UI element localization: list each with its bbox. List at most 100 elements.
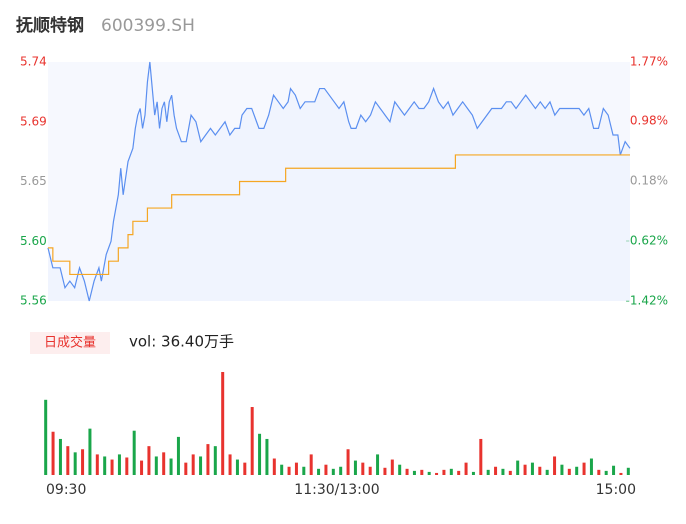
- volume-bar: [626, 467, 630, 475]
- volume-total: vol: 36.40万手: [129, 333, 234, 351]
- volume-bar: [169, 458, 173, 475]
- y-tick-label: 5.65: [20, 174, 47, 188]
- volume-bar: [81, 449, 85, 475]
- y-tick-label: 5.69: [20, 114, 47, 128]
- volume-bar: [604, 470, 608, 475]
- stock-code: 600399.SH: [101, 16, 195, 36]
- volume-bar: [258, 433, 262, 475]
- volume-bar: [390, 459, 394, 475]
- volume-bar: [545, 469, 549, 475]
- volume-bar: [280, 464, 284, 475]
- volume-bar: [538, 466, 542, 475]
- volume-bar: [597, 469, 601, 475]
- volume-bar: [162, 452, 166, 475]
- y-tick-label: 5.74: [20, 55, 47, 69]
- volume-bar: [612, 465, 616, 475]
- volume-bar: [339, 466, 343, 475]
- volume-bar: [235, 459, 239, 475]
- volume-bar: [412, 470, 416, 475]
- volume-bar: [95, 454, 99, 475]
- y2-tick-label: -0.62%: [626, 234, 668, 248]
- volume-bar: [125, 457, 129, 475]
- stock-name: 抚顺特钢: [16, 15, 84, 36]
- volume-bar: [110, 459, 114, 475]
- average-line: [48, 154, 630, 276]
- volume-bar: [331, 468, 335, 475]
- volume-bar: [243, 462, 247, 475]
- y2-tick-label: -1.42%: [626, 294, 668, 308]
- volume-bar: [589, 458, 593, 475]
- volume-bar: [324, 464, 328, 475]
- volume-bar: [619, 472, 623, 475]
- volume-bar: [302, 466, 306, 475]
- volume-bar: [464, 462, 468, 475]
- volume-tag: [30, 332, 110, 354]
- volume-bar: [471, 471, 475, 475]
- volume-bar: [353, 460, 357, 475]
- price-area: [48, 62, 630, 301]
- volume-bar: [221, 372, 225, 475]
- volume-bar: [560, 464, 564, 475]
- volume-bar: [516, 460, 520, 475]
- volume-bar: [44, 399, 48, 475]
- volume-bar: [508, 470, 512, 475]
- volume-bar: [523, 464, 527, 475]
- volume-bar: [287, 466, 291, 475]
- volume-bar: [213, 446, 217, 475]
- volume-bar: [405, 468, 409, 475]
- volume-bar: [272, 458, 276, 475]
- price-line: [47, 61, 631, 302]
- volume-bar: [51, 431, 55, 475]
- x-tick-label: 11:30/13:00: [294, 482, 379, 498]
- volume-bar: [66, 446, 70, 475]
- volume-bar: [191, 454, 195, 475]
- volume-bar: [449, 468, 453, 475]
- volume-bar: [530, 462, 534, 475]
- volume-bar: [346, 449, 350, 475]
- volume-bar: [442, 469, 446, 475]
- volume-bar: [479, 438, 483, 475]
- volume-bar: [582, 462, 586, 475]
- y2-tick-label: 1.77%: [630, 55, 668, 69]
- volume-bar: [427, 471, 431, 475]
- volume-bar: [117, 454, 121, 475]
- volume-bar: [457, 470, 461, 475]
- y-tick-label: 5.56: [20, 294, 47, 308]
- volume-bar: [553, 456, 557, 475]
- volume-bar: [494, 466, 498, 475]
- volume-bar: [147, 446, 151, 475]
- volume-bar: [361, 462, 365, 475]
- volume-bar: [206, 444, 210, 475]
- volume-bar: [228, 454, 232, 475]
- volume-bar: [398, 464, 402, 475]
- volume-bar: [265, 438, 269, 475]
- volume-bar: [73, 452, 77, 475]
- volume-bar: [567, 468, 571, 475]
- volume-label: 日成交量: [44, 335, 96, 351]
- volume-bar: [383, 467, 387, 475]
- volume-bar: [154, 456, 158, 475]
- y2-tick-label: 0.98%: [630, 114, 668, 128]
- y-tick-label: 5.60: [20, 234, 47, 248]
- volume-bar: [317, 468, 321, 475]
- volume-bar: [140, 460, 144, 475]
- volume-bar: [176, 436, 180, 475]
- volume-bar: [435, 472, 439, 475]
- volume-bar: [501, 468, 505, 475]
- volume-bar: [294, 462, 298, 475]
- volume-bar: [88, 428, 92, 475]
- volume-bar: [199, 456, 203, 475]
- volume-bar: [420, 469, 424, 475]
- volume-bar: [376, 454, 380, 475]
- volume-bar: [486, 469, 490, 475]
- x-tick-label: 09:30: [46, 482, 86, 498]
- volume-bar: [184, 462, 188, 475]
- volume-bar: [58, 438, 62, 475]
- volume-bar: [250, 407, 254, 475]
- y2-tick-label: 0.18%: [630, 174, 668, 188]
- volume-bar: [132, 430, 136, 475]
- volume-bar: [309, 454, 313, 475]
- x-tick-label: 15:00: [596, 482, 636, 498]
- volume-bar: [103, 456, 107, 475]
